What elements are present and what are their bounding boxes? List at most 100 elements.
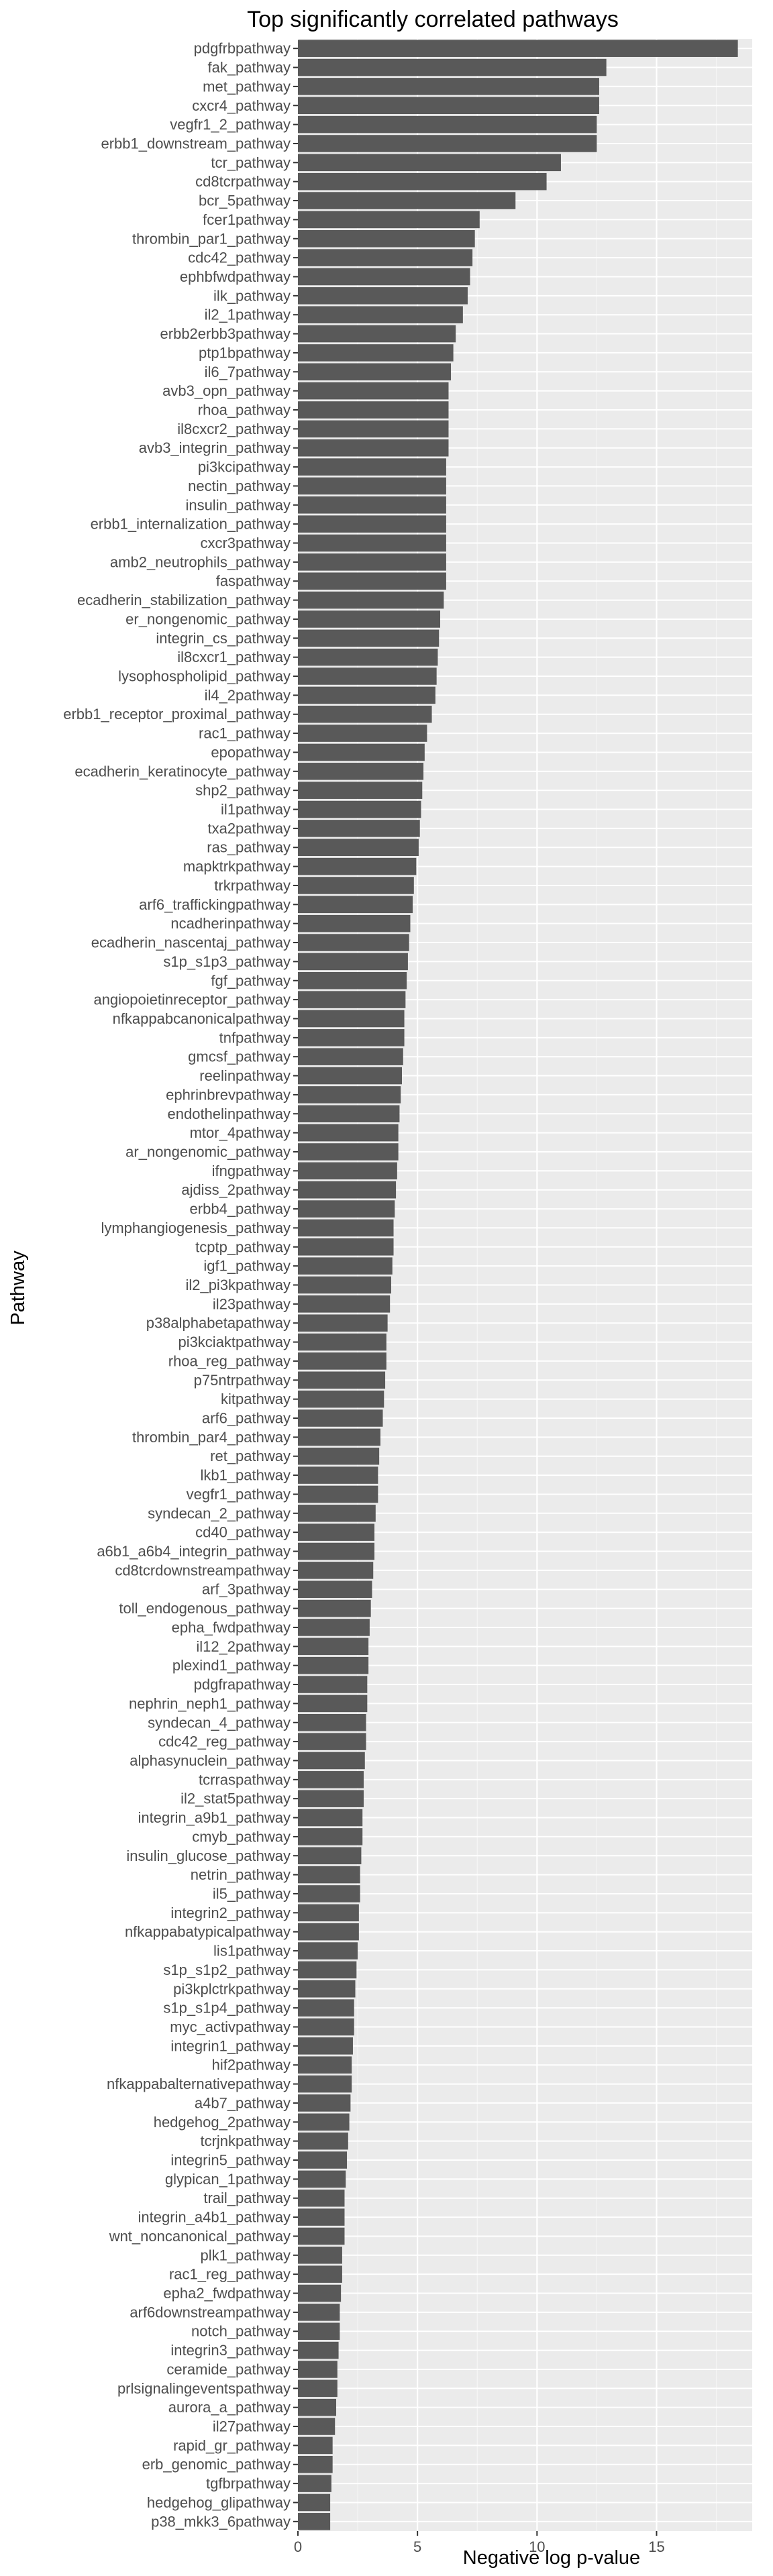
y-tick-label: txa2pathway (207, 820, 291, 837)
y-tick-label: ephbfwdpathway (180, 268, 291, 285)
bar (298, 2208, 345, 2226)
bar (298, 1124, 399, 1142)
bar (298, 2170, 346, 2188)
y-tick-label: rhoa_reg_pathway (168, 1352, 291, 1369)
y-tick-label: il8cxcr2_pathway (177, 421, 291, 437)
bar (298, 1562, 374, 1579)
y-tick-label: il4_2pathway (205, 687, 291, 704)
bar (298, 743, 425, 761)
y-tick-label: lkb1_pathway (200, 1467, 291, 1484)
y-tick-label: tcrjnkpathway (200, 2133, 291, 2149)
bar (298, 420, 449, 438)
y-tick-label: tgfbrpathway (206, 2475, 291, 2492)
bar (298, 1656, 369, 1674)
bar (298, 1390, 384, 1408)
y-tick-label: il6_7pathway (205, 364, 291, 380)
y-tick-label: cdc42_pathway (188, 250, 291, 266)
y-tick-label: p75ntrpathway (194, 1372, 291, 1389)
y-tick-label: s1p_s1p4_pathway (163, 2000, 291, 2017)
bar (298, 115, 597, 133)
y-tick-label: integrin3_pathway (170, 2342, 291, 2359)
y-tick-label: il2_1pathway (205, 307, 291, 323)
y-tick-label: reelinpathway (199, 1067, 291, 1084)
bar (298, 363, 452, 381)
y-tick-label: integrin2_pathway (170, 1904, 291, 1921)
bar (298, 1676, 368, 1693)
bar (298, 1828, 363, 1845)
bar (298, 724, 427, 742)
bar (298, 782, 423, 799)
bar (298, 2151, 348, 2169)
y-tick-label: prlsignalingeventspathway (117, 2380, 291, 2397)
bar (298, 953, 408, 971)
bar (298, 1143, 399, 1161)
y-tick-label: nfkappabatypicalpathway (125, 1923, 291, 1940)
y-tick-label: mapktrkpathway (183, 858, 291, 875)
bar (298, 686, 435, 704)
y-tick-label: il2_stat5pathway (181, 1790, 291, 1807)
y-tick-label: erbb1_receptor_proximal_pathway (63, 706, 291, 722)
y-tick-label: insulin_pathway (185, 496, 291, 513)
y-tick-label: faspathway (216, 573, 291, 590)
bar (298, 2398, 337, 2416)
y-tick-label: ilk_pathway (213, 287, 291, 304)
y-tick-label: erbb1_downstream_pathway (101, 135, 291, 152)
bar (298, 1980, 356, 1998)
bar (298, 2418, 336, 2435)
bar (298, 1086, 401, 1104)
y-tick-label: il8cxcr1_pathway (177, 649, 291, 665)
y-tick-label: tnfpathway (219, 1029, 291, 1046)
y-tick-label: pdgfrbpathway (194, 40, 291, 57)
y-tick-label: nfkappabcanonicalpathway (113, 1010, 291, 1027)
y-tick-label: avb3_opn_pathway (162, 382, 291, 399)
bar (298, 1029, 405, 1046)
bar (298, 610, 441, 628)
bar (298, 1885, 360, 1902)
y-tick-label: integrin_a9b1_pathway (138, 1809, 291, 1826)
y-tick-label: alphasynuclein_pathway (130, 1752, 291, 1769)
y-tick-label: endothelinpathway (168, 1106, 291, 1122)
bar (298, 2455, 333, 2473)
y-tick-label: ceramide_pathway (166, 2361, 291, 2377)
bar (298, 1580, 372, 1599)
bar (298, 2018, 354, 2036)
y-tick-label: il27pathway (213, 2418, 291, 2435)
y-tick-label: insulin_glucose_pathway (126, 1847, 291, 1864)
y-tick-label: thrombin_par4_pathway (132, 1429, 291, 1446)
y-tick-label: ret_pathway (210, 1448, 291, 1464)
y-tick-label: plk1_pathway (200, 2247, 291, 2263)
bar (298, 2075, 352, 2093)
bar (298, 2475, 331, 2492)
bar (298, 705, 432, 723)
y-tick-label: notch_pathway (191, 2323, 291, 2340)
bar (298, 1219, 394, 1237)
y-tick-label: arf_3pathway (202, 1581, 291, 1598)
y-tick-label: integrin5_pathway (170, 2152, 291, 2169)
y-tick-label: ptp1bpathway (199, 344, 291, 361)
y-tick-label: shp2_pathway (195, 782, 291, 799)
x-tick-label: 5 (413, 2538, 421, 2555)
bar (298, 629, 440, 647)
bar (298, 1999, 354, 2017)
bar (298, 2037, 353, 2055)
y-axis-title: Pathway (7, 1250, 29, 1326)
y-tick-label: rac1_pathway (199, 725, 291, 742)
y-tick-label: kitpathway (221, 1391, 291, 1407)
y-tick-label: met_pathway (203, 78, 291, 95)
bar (298, 2265, 342, 2283)
y-tick-label: fgf_pathway (211, 972, 291, 989)
bar (298, 1790, 364, 1807)
y-tick-label: il2_pi3kpathway (185, 1277, 291, 1293)
y-tick-label: il5_pathway (213, 1885, 291, 1902)
bar (298, 2493, 331, 2512)
y-tick-label: amb2_neutrophils_pathway (110, 553, 291, 570)
y-tick-label: ephrinbrevpathway (166, 1086, 291, 1103)
bar (298, 192, 516, 209)
bar (298, 2513, 331, 2530)
bar (298, 2132, 348, 2150)
y-tick-label: cmyb_pathway (192, 1828, 291, 1845)
bar (298, 2056, 352, 2074)
bar (298, 1238, 394, 1256)
bar (298, 2094, 351, 2112)
